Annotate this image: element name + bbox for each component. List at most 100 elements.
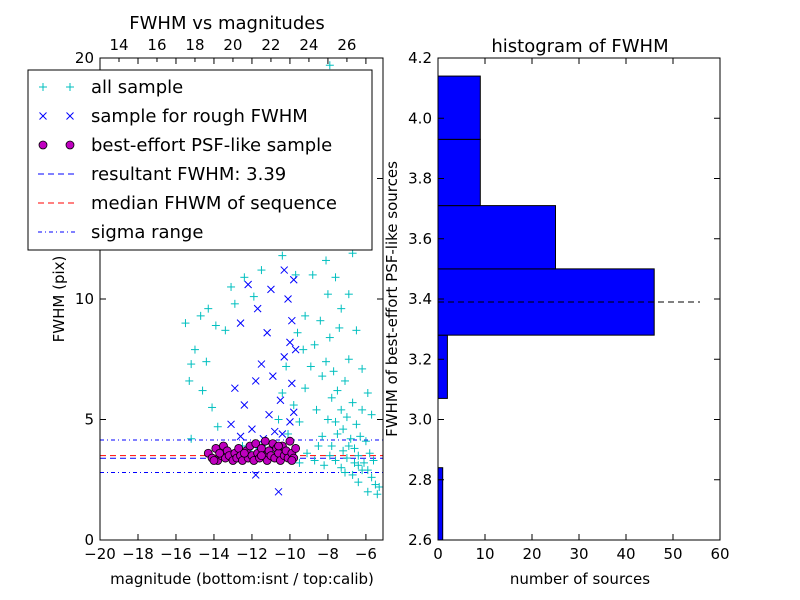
- legend-label: best-effort PSF-like sample: [91, 135, 332, 156]
- all-sample-point: [278, 251, 287, 260]
- all-sample-point: [310, 340, 319, 349]
- all-sample-point: [325, 61, 334, 70]
- histogram-x-tick-label: 40: [616, 545, 635, 563]
- all-sample-point: [333, 386, 342, 395]
- psf-like-sample-point: [274, 441, 283, 451]
- all-sample-point: [358, 466, 367, 475]
- rough-fwhm-sample-point: [244, 280, 253, 289]
- all-sample-point: [327, 442, 336, 451]
- legend-label: all sample: [91, 77, 183, 98]
- rough-fwhm-sample-point: [286, 418, 294, 426]
- rough-fwhm-sample-point: [289, 275, 298, 284]
- all-sample-point: [187, 360, 196, 369]
- all-sample-point: [312, 405, 321, 414]
- legend-label: sigma range: [91, 222, 203, 243]
- all-sample-point: [308, 270, 317, 279]
- rough-fwhm-sample-point: [274, 487, 283, 496]
- all-sample-point: [202, 357, 211, 366]
- rough-fwhm-sample-point: [265, 410, 273, 419]
- all-sample-point: [314, 442, 323, 451]
- rough-fwhm-sample-point: [236, 319, 245, 327]
- all-sample-point: [356, 432, 365, 441]
- psf-like-sample-point: [257, 451, 266, 461]
- legend-entry: all sample: [39, 77, 183, 98]
- all-sample-point: [278, 388, 287, 397]
- psf-like-sample-point: [287, 456, 297, 465]
- all-sample-point: [331, 456, 340, 465]
- all-sample-point: [295, 417, 304, 426]
- scatter-top-tick-label: 22: [261, 36, 280, 54]
- scatter-y-label: FWHM (pix): [50, 256, 68, 343]
- all-sample-point: [354, 451, 363, 460]
- all-sample-point: [350, 444, 359, 453]
- all-sample-point: [329, 367, 338, 376]
- histogram-y-tick-label: 3.4: [408, 290, 432, 308]
- rough-fwhm-sample-point: [287, 379, 296, 388]
- legend-marker: [38, 140, 48, 150]
- legend-label: median FHWM of sequence: [91, 193, 337, 214]
- all-sample-point: [257, 266, 266, 275]
- all-sample-point: [358, 405, 367, 414]
- all-sample-point: [354, 478, 363, 487]
- rough-fwhm-sample-point: [289, 408, 298, 417]
- psf-like-sample-point: [260, 436, 270, 446]
- rough-fwhm-sample-point: [230, 384, 239, 393]
- all-sample-point: [196, 311, 205, 320]
- all-sample-point: [348, 249, 357, 258]
- histogram-bar: [438, 467, 444, 540]
- legend-marker: [65, 140, 75, 150]
- scatter-top-tick-label: 24: [299, 36, 318, 54]
- histogram-x-tick-label: 20: [522, 545, 541, 563]
- all-sample-point: [358, 364, 367, 373]
- histogram-x-tick-label: 30: [569, 545, 588, 563]
- scatter-x-tick-label: −12: [236, 545, 268, 563]
- all-sample-point: [369, 456, 378, 465]
- legend-entry: sigma range: [38, 222, 203, 243]
- all-sample-point: [320, 461, 329, 470]
- all-sample-point: [365, 449, 374, 458]
- rough-fwhm-sample-point: [263, 328, 271, 337]
- all-sample-point: [327, 393, 336, 402]
- scatter-y-tick-label: 0: [84, 531, 94, 549]
- rough-fwhm-sample-point: [248, 425, 256, 433]
- histogram-bar: [438, 75, 481, 140]
- histogram-panel: 0 10 20 30 40 50 60 2.6 2.8 3.0 3.2 3.4 3.6 3.8 4.0 4.2…: [383, 36, 730, 588]
- all-sample-point: [221, 326, 230, 335]
- all-sample-point: [204, 304, 213, 313]
- all-sample-point: [352, 326, 361, 335]
- all-sample-point: [274, 415, 283, 424]
- all-sample-point: [342, 454, 351, 463]
- all-sample-point: [339, 425, 348, 434]
- all-sample-point: [301, 311, 310, 320]
- all-sample-point: [316, 316, 325, 325]
- legend-entry: median FHWM of sequence: [38, 193, 337, 214]
- all-sample-point: [318, 372, 327, 381]
- all-sample-point: [289, 401, 298, 410]
- all-sample-point: [282, 362, 291, 371]
- psf-like-sample-point: [291, 444, 301, 453]
- all-sample-point: [240, 273, 249, 282]
- all-sample-point: [344, 442, 353, 451]
- all-sample-point: [230, 299, 239, 308]
- all-sample-point: [323, 290, 332, 299]
- rough-fwhm-sample-point: [287, 316, 296, 325]
- all-sample-point: [323, 415, 332, 424]
- all-sample-point: [346, 434, 355, 443]
- legend-label: resultant FWHM: 3.39: [91, 164, 286, 185]
- all-sample-point: [322, 357, 331, 366]
- histogram-y-tick-label: 2.6: [408, 531, 432, 549]
- scatter-top-tick-label: 20: [223, 36, 242, 54]
- all-sample-point: [211, 321, 220, 330]
- all-sample-point: [181, 319, 190, 328]
- psf-like-sample-point: [215, 448, 225, 458]
- scatter-y-tick-label: 10: [75, 290, 94, 308]
- rough-fwhm-sample-point: [268, 372, 277, 380]
- all-sample-point: [325, 333, 334, 342]
- all-sample-point: [187, 434, 196, 443]
- scatter-x-tick-label: −6: [355, 545, 377, 563]
- histogram-y-tick-label: 4.0: [408, 109, 432, 127]
- all-sample-point: [299, 345, 308, 354]
- all-sample-point: [339, 446, 348, 455]
- all-sample-point: [348, 470, 357, 479]
